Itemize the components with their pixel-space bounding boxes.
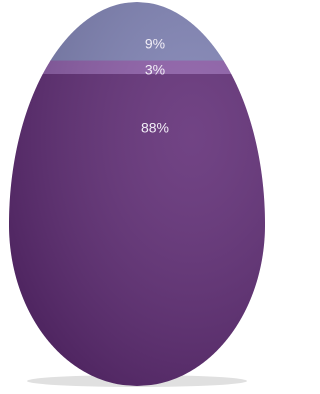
data-label: 88% xyxy=(141,120,169,136)
data-label: 3% xyxy=(145,61,165,77)
chart: 9% 3% 88% xyxy=(0,0,274,389)
data-label: 9% xyxy=(145,36,165,52)
egg xyxy=(0,0,274,389)
shading xyxy=(0,0,274,389)
